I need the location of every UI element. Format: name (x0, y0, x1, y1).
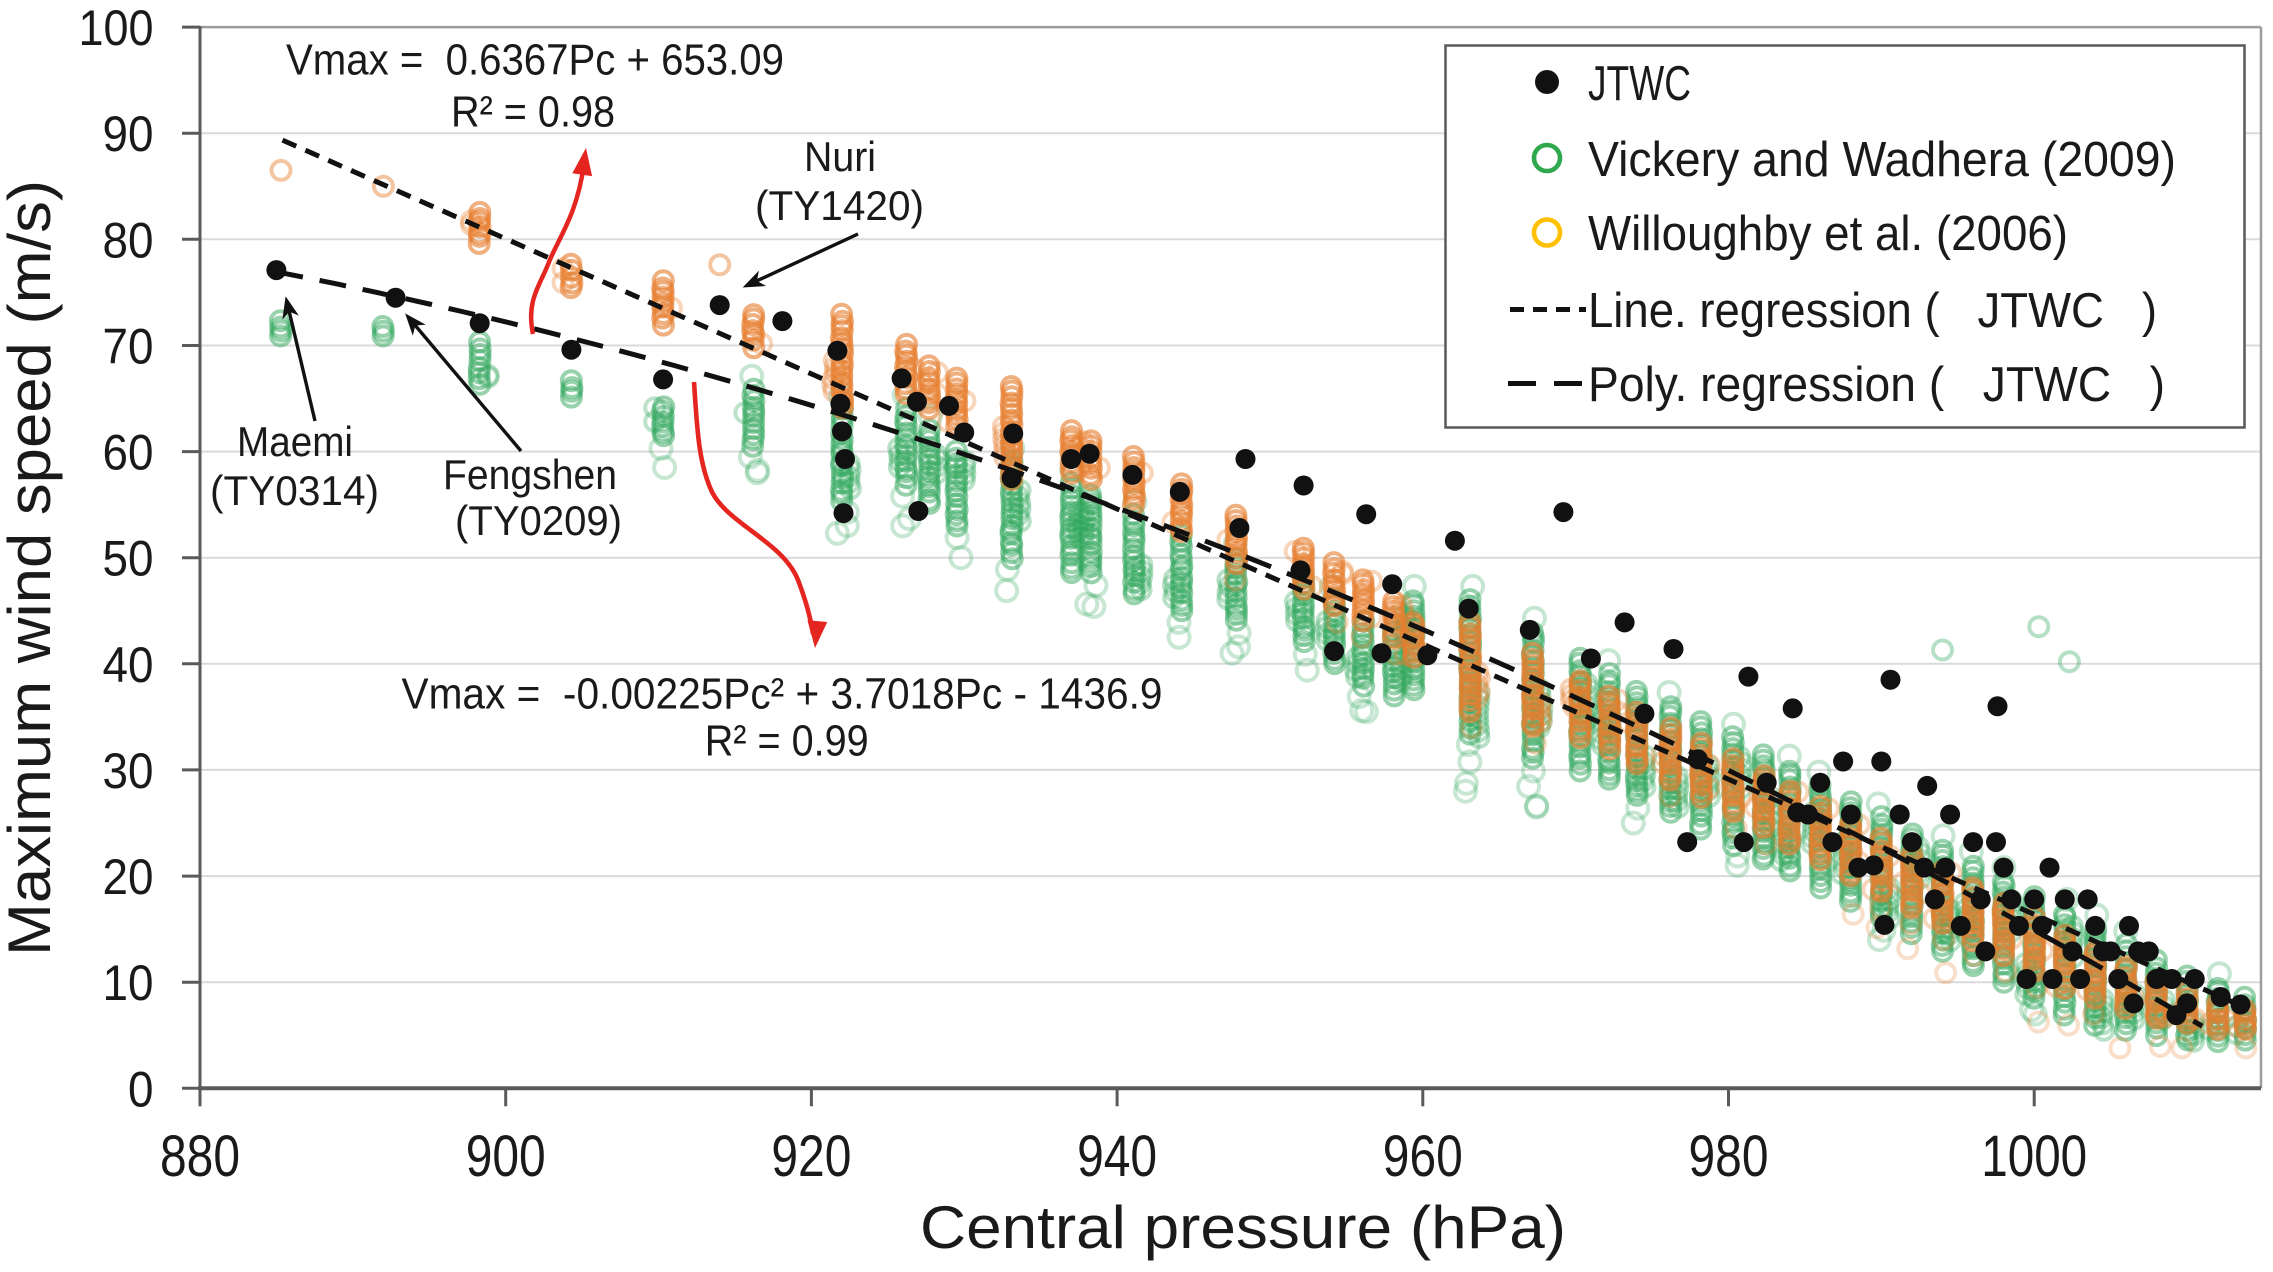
svg-text:Fengshen: Fengshen (443, 451, 617, 498)
svg-text:900: 900 (466, 1124, 546, 1189)
svg-text:30: 30 (103, 743, 154, 799)
svg-text:Nuri: Nuri (804, 133, 876, 180)
svg-text:50: 50 (103, 531, 154, 587)
svg-text:70: 70 (103, 319, 154, 375)
svg-text:(TY0314): (TY0314) (210, 467, 379, 514)
svg-text:100: 100 (79, 0, 154, 56)
svg-text:R² = 0.98: R² = 0.98 (451, 88, 615, 137)
svg-text:60: 60 (103, 425, 154, 481)
svg-text:Vmax = -0.00225Pc² + 3.7018Pc: Vmax = -0.00225Pc² + 3.7018Pc - 1436.9 (402, 670, 1163, 719)
svg-text:(TY0209): (TY0209) (455, 497, 622, 544)
svg-text:Maximum wind speed (m/s): Maximum wind speed (m/s) (0, 180, 63, 956)
svg-text:980: 980 (1689, 1124, 1769, 1189)
svg-text:JTWC: JTWC (1588, 57, 1691, 111)
svg-text:Vmax = 0.6367Pc + 653.09: Vmax = 0.6367Pc + 653.09 (286, 36, 784, 85)
svg-text:Willoughby et al. (2006): Willoughby et al. (2006) (1588, 207, 2068, 261)
svg-text:960: 960 (1383, 1124, 1463, 1189)
svg-text:20: 20 (103, 849, 154, 905)
svg-text:10: 10 (103, 955, 154, 1011)
svg-text:1000: 1000 (1981, 1124, 2087, 1189)
svg-text:920: 920 (771, 1124, 851, 1189)
svg-text:(TY1420): (TY1420) (755, 182, 924, 229)
svg-text:40: 40 (103, 637, 154, 693)
svg-text:Poly. regression ( JTWC ): Poly. regression ( JTWC ) (1588, 358, 2165, 412)
svg-text:Maemi: Maemi (237, 418, 353, 465)
svg-text:Line. regression ( JTWC ): Line. regression ( JTWC ) (1588, 284, 2157, 338)
svg-text:R² = 0.99: R² = 0.99 (705, 717, 869, 766)
svg-text:880: 880 (160, 1124, 240, 1189)
svg-text:940: 940 (1077, 1124, 1157, 1189)
svg-text:90: 90 (103, 106, 154, 162)
svg-text:Central pressure (hPa): Central pressure (hPa) (920, 1194, 1566, 1261)
svg-text:80: 80 (103, 212, 154, 268)
svg-text:Vickery and Wadhera (2009): Vickery and Wadhera (2009) (1588, 133, 2176, 187)
svg-text:0: 0 (128, 1061, 154, 1117)
